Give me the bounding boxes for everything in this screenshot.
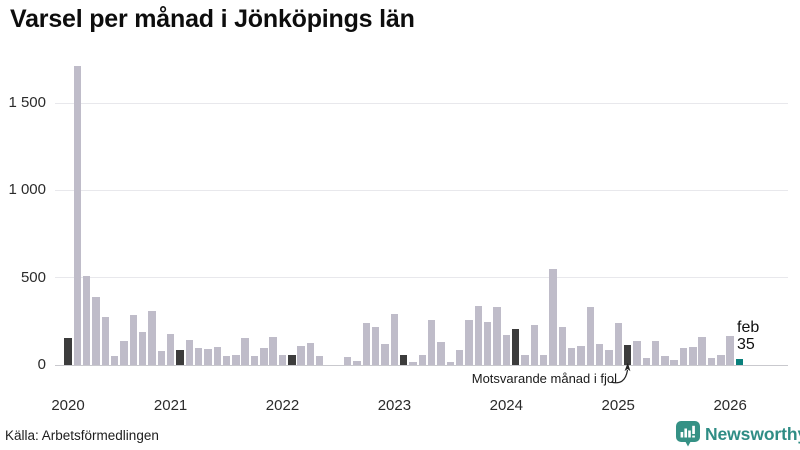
bar-2020-07[interactable]	[110, 356, 119, 365]
bar-2022-12[interactable]	[381, 344, 389, 365]
bar-2024-12[interactable]	[605, 350, 613, 365]
y-tick-label-1000: 1 000	[8, 181, 46, 199]
bar-2021-08[interactable]	[232, 354, 240, 365]
gridline-1000	[55, 189, 788, 191]
bar-2021-04[interactable]	[194, 348, 203, 365]
y-tick-label-0: 0	[37, 356, 46, 373]
bar-2023-08[interactable]	[455, 350, 464, 365]
newsworthy-wordmark: Newsworthy	[705, 423, 800, 444]
bar-2021-07[interactable]	[222, 356, 231, 365]
bar-2023-05[interactable]	[428, 319, 436, 365]
x-tick-label-2021: 2021	[153, 397, 188, 414]
bar-2021-09[interactable]	[241, 337, 249, 365]
bar-2025-03[interactable]	[633, 341, 641, 365]
page-title: Varsel per månad i Jönköpings län	[10, 5, 415, 33]
x-tick-label-2026: 2026	[713, 397, 747, 414]
gridline-0	[55, 364, 788, 366]
bar-2020-12[interactable]	[157, 351, 165, 365]
bar-2022-03[interactable]	[297, 345, 305, 365]
bar-2021-06[interactable]	[213, 346, 221, 365]
bar-2023-10[interactable]	[474, 305, 483, 365]
bar-2026-01[interactable]	[726, 336, 734, 365]
bar-2025-12[interactable]	[717, 354, 725, 365]
bar-2020-08[interactable]	[120, 341, 128, 365]
bar-2025-04[interactable]	[642, 358, 650, 365]
gridline-500	[55, 277, 788, 279]
bar-2022-02[interactable]	[288, 355, 296, 365]
bar-2025-05[interactable]	[651, 341, 660, 365]
bar-2025-06[interactable]	[661, 356, 669, 365]
bar-2024-03[interactable]	[521, 355, 529, 365]
bar-2022-10[interactable]	[362, 323, 371, 365]
current-month-label: feb 35	[737, 319, 759, 353]
bar-2020-02[interactable]	[64, 337, 72, 365]
bar-2024-10[interactable]	[586, 307, 594, 365]
bar-2022-11[interactable]	[372, 326, 380, 365]
bar-2023-06[interactable]	[437, 342, 445, 365]
bar-2023-02[interactable]	[400, 355, 408, 365]
bar-2024-09[interactable]	[577, 345, 585, 365]
bar-2025-07[interactable]	[670, 359, 678, 365]
x-tick-label-2022: 2022	[265, 397, 300, 414]
bar-2022-04[interactable]	[306, 343, 315, 365]
gridline-1500	[55, 102, 788, 104]
bar-2021-12[interactable]	[269, 337, 277, 365]
bar-2025-01[interactable]	[614, 323, 622, 365]
x-tick-label-2025: 2025	[601, 397, 635, 414]
bar-2021-11[interactable]	[260, 347, 268, 365]
bar-2020-11[interactable]	[148, 310, 156, 365]
bar-2020-04[interactable]	[82, 275, 91, 365]
bar-2025-02[interactable]	[623, 344, 632, 365]
bar-2023-09[interactable]	[465, 320, 473, 365]
bar-2022-08[interactable]	[344, 357, 352, 365]
bar-2021-03[interactable]	[185, 339, 193, 365]
bar-2021-02[interactable]	[176, 350, 184, 365]
y-tick-label-1500: 1 500	[8, 94, 46, 112]
newsworthy-logo[interactable]: Newsworthy	[676, 421, 800, 447]
bar-2020-05[interactable]	[92, 296, 100, 365]
bar-2025-09[interactable]	[689, 346, 697, 365]
bar-2024-05[interactable]	[539, 355, 548, 365]
bar-2025-11[interactable]	[707, 358, 716, 365]
bar-2024-08[interactable]	[567, 348, 576, 365]
x-tick-label-2020: 2020	[51, 397, 85, 414]
y-tick-label-500: 500	[20, 268, 46, 286]
bar-2023-11[interactable]	[483, 322, 492, 365]
bar-2025-10[interactable]	[698, 337, 706, 365]
source-credit: Källa: Arbetsförmedlingen	[5, 428, 159, 443]
bar-2024-06[interactable]	[549, 268, 557, 365]
bar-2024-07[interactable]	[558, 326, 566, 365]
bar-2021-01[interactable]	[166, 334, 175, 365]
bar-2023-03[interactable]	[409, 361, 417, 365]
bar-2023-01[interactable]	[390, 314, 399, 365]
bar-2023-04[interactable]	[418, 354, 427, 365]
current-month-value: 35	[737, 336, 755, 353]
bar-2021-05[interactable]	[204, 349, 212, 365]
bar-2025-08[interactable]	[679, 348, 688, 365]
bar-2024-02[interactable]	[511, 329, 520, 365]
current-month-name: feb	[737, 319, 760, 336]
same-month-annotation: Motsvarande månad i fjol	[471, 371, 617, 386]
x-tick-label-2024: 2024	[489, 397, 523, 414]
bar-2022-05[interactable]	[316, 356, 324, 365]
bar-2020-06[interactable]	[101, 316, 109, 365]
bar-2023-07[interactable]	[446, 362, 455, 365]
annotation-arrow-icon	[610, 362, 631, 384]
bar-2024-11[interactable]	[595, 344, 604, 365]
bar-2022-09[interactable]	[353, 360, 361, 365]
bar-2022-01[interactable]	[278, 354, 287, 365]
bar-2024-01[interactable]	[502, 335, 510, 365]
x-tick-label-2023: 2023	[377, 397, 412, 414]
bar-2020-10[interactable]	[138, 331, 147, 365]
newsworthy-badge-icon	[676, 421, 700, 447]
bar-2023-12[interactable]	[493, 307, 501, 365]
bar-2020-03[interactable]	[73, 65, 82, 365]
bar-2021-10[interactable]	[250, 356, 259, 365]
bar-2024-04[interactable]	[530, 324, 538, 365]
bar-2020-09[interactable]	[129, 315, 137, 365]
bar-2026-02[interactable]	[735, 358, 744, 365]
